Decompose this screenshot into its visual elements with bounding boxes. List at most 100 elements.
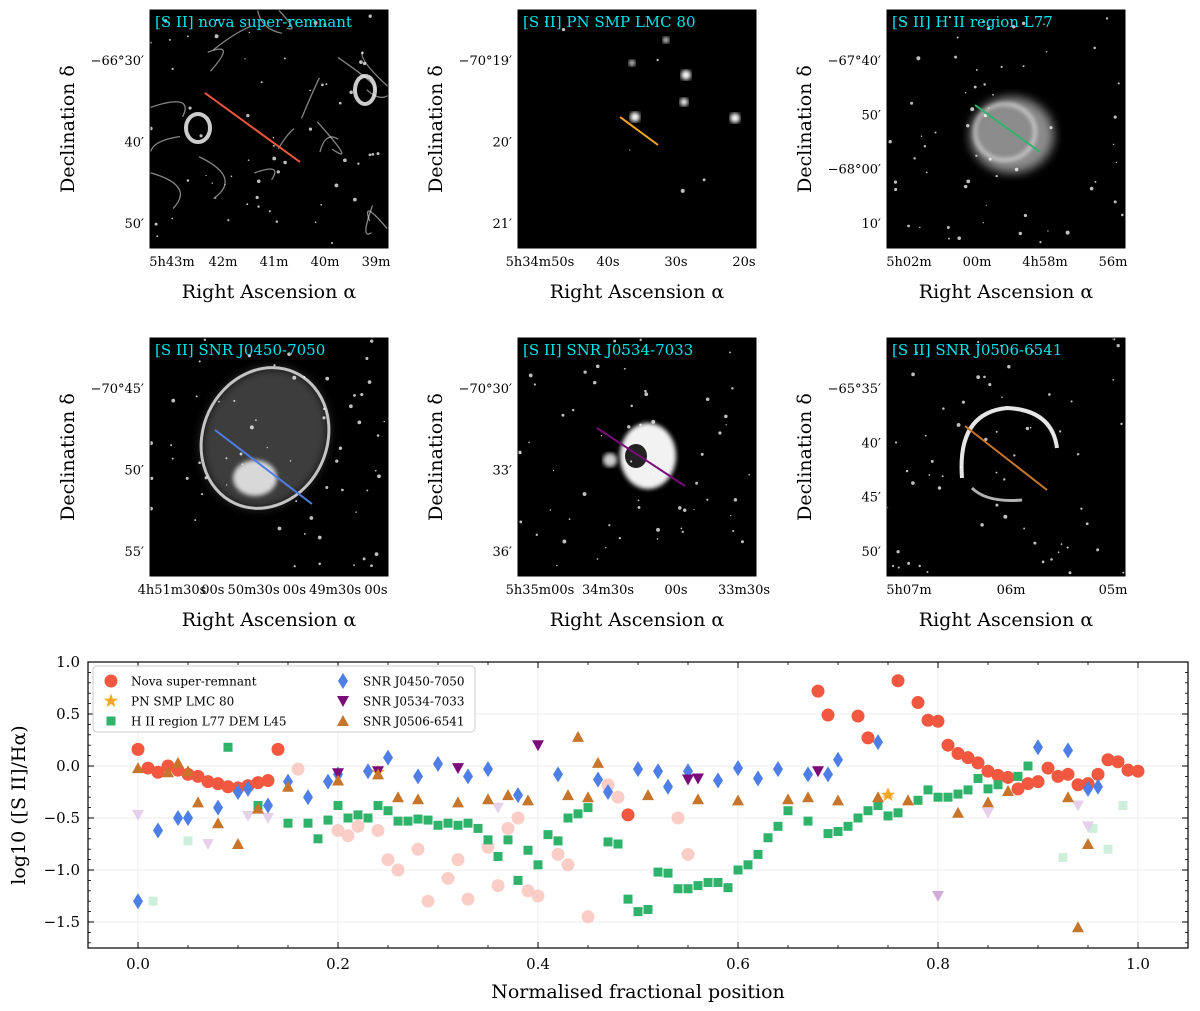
- data-point: [943, 792, 953, 802]
- x-tick-label: 0.0: [126, 955, 150, 973]
- y-tick-label: −1.0: [44, 861, 80, 879]
- data-point: [931, 714, 945, 728]
- data-point: [932, 891, 944, 902]
- data-point: [212, 817, 224, 829]
- data-point: [543, 830, 553, 840]
- data-point: [323, 815, 333, 825]
- data-point: [633, 761, 643, 778]
- data-point: [802, 791, 814, 803]
- data-point: [833, 751, 843, 768]
- data-point: [373, 801, 383, 811]
- data-point: [873, 801, 883, 811]
- slit-line: [596, 427, 686, 487]
- data-point: [933, 792, 943, 802]
- data-point: [733, 760, 743, 777]
- data-point: [252, 802, 264, 814]
- data-point: [141, 761, 155, 775]
- legend: Nova super-remnant PN SMP LMC 80 H II regi…: [92, 665, 476, 733]
- x-tick-label: 20s: [732, 255, 755, 270]
- legend-marker: [337, 715, 349, 726]
- data-point: [271, 742, 285, 756]
- data-point: [1021, 777, 1035, 791]
- panel-label: [S II] SNR J0450-7050: [155, 341, 325, 359]
- data-point: [383, 806, 393, 816]
- data-point: [132, 762, 144, 774]
- image-panels: [S II] nova super-remnant 5h43m 42m 41m 40m 3…: [57, 9, 1127, 631]
- data-point: [673, 884, 683, 894]
- panel-label: [S II] nova super-remnant: [155, 13, 352, 31]
- slit-line: [974, 104, 1041, 153]
- data-point: [232, 838, 244, 849]
- data-point: [1103, 844, 1113, 854]
- data-point: [692, 793, 704, 805]
- legend-marker: [104, 674, 118, 688]
- legend-label: H II region L77 DEM L45: [131, 715, 286, 729]
- data-point: [443, 818, 453, 828]
- data-point: [502, 789, 514, 801]
- data-point: [902, 794, 914, 806]
- data-point: [132, 809, 144, 821]
- data-point: [1058, 853, 1068, 863]
- panel-frame: [517, 9, 757, 249]
- x-tick-label: 30s: [664, 255, 687, 270]
- data-point: [1131, 764, 1145, 778]
- data-point: [732, 794, 744, 806]
- data-point: [202, 839, 214, 850]
- data-point: [511, 811, 525, 825]
- x-axis-title: Right Ascension α: [919, 281, 1094, 303]
- data-point: [173, 810, 183, 826]
- data-point: [592, 756, 604, 768]
- data-point: [1063, 742, 1073, 759]
- panel-image: [150, 10, 388, 248]
- data-point: [262, 813, 274, 824]
- data-point: [381, 853, 395, 867]
- data-point: [803, 816, 813, 826]
- ratio-plot: 0.0 0.2 0.4 0.6 0.8 1.0 1.0 0.5 0.0 −0.5 −1.0 −1.5 N…: [8, 653, 1189, 1003]
- data-point: [153, 822, 163, 839]
- data-point: [683, 884, 693, 894]
- slit-line: [619, 116, 659, 146]
- legend-label: Nova super-remnant: [131, 675, 257, 689]
- data-point: [733, 865, 743, 875]
- data-point: [773, 761, 783, 778]
- data-point: [671, 811, 685, 825]
- data-point: [243, 780, 253, 797]
- data-point: [1062, 791, 1074, 803]
- panel-label: [S II] H II region L77: [892, 13, 1053, 31]
- data-point: [621, 808, 635, 822]
- legend-marker: [106, 716, 116, 726]
- data-point: [832, 794, 844, 806]
- data-point: [1051, 769, 1065, 783]
- x-tick-label: 42m: [209, 255, 238, 270]
- data-point: [872, 791, 884, 803]
- data-series: [291, 762, 695, 924]
- data-point: [313, 834, 323, 844]
- panel-frame: [886, 9, 1126, 249]
- x-tick-label: 0.2: [326, 955, 350, 973]
- y-axis-title: Declination δ: [57, 65, 79, 193]
- data-point: [172, 756, 184, 768]
- data-point: [412, 793, 424, 805]
- data-point: [951, 747, 965, 761]
- y-tick-label: 36′: [493, 545, 513, 560]
- y-tick-label: 50′: [862, 108, 882, 123]
- panel-label: [S II] PN SMP LMC 80: [523, 13, 696, 31]
- data-point: [833, 827, 843, 837]
- panel-image: [887, 338, 1125, 576]
- data-point: [863, 806, 873, 816]
- panel-frame: [886, 337, 1126, 577]
- data-point: [823, 766, 833, 783]
- x-axis-title: Right Ascension α: [182, 609, 357, 631]
- x-tick-label: 5h43m: [149, 255, 195, 270]
- x-tick-label: 49m30s: [309, 583, 361, 598]
- data-point: [743, 860, 753, 870]
- data-point: [611, 790, 625, 804]
- data-point: [192, 796, 204, 808]
- y-axis-title: Declination δ: [794, 393, 816, 521]
- data-point: [633, 907, 643, 917]
- image-panel: [S II] PN SMP LMC 80 5h34m50s 40s 30s 20s −70…: [425, 9, 757, 303]
- panel-frame: [149, 9, 389, 249]
- y-axis-title: Declination δ: [425, 65, 447, 193]
- data-point: [973, 773, 983, 783]
